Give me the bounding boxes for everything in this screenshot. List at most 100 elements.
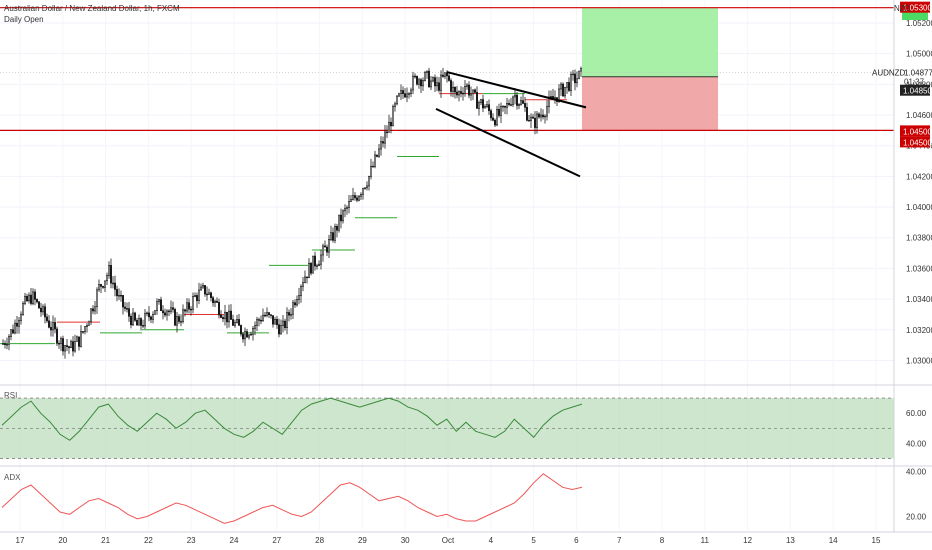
candle-body (455, 91, 458, 96)
candle-body (293, 302, 296, 306)
countdown-tag: 01:37 (904, 78, 925, 87)
candle-body (417, 79, 420, 85)
candle-body (92, 308, 95, 312)
candle-body (561, 83, 564, 97)
candle-body (437, 82, 440, 91)
candle-body (541, 114, 544, 118)
candle-body (397, 93, 400, 97)
candle-body (349, 199, 352, 202)
price-tick-label: 1.03200 (906, 326, 932, 335)
candle-body (180, 321, 183, 323)
candle-body (327, 238, 330, 253)
rsi-pane: RSI (0, 391, 894, 459)
candle-body (14, 322, 17, 334)
candle-body (523, 103, 526, 108)
candle-body (531, 116, 534, 119)
candle-body (202, 285, 205, 288)
candle-body (76, 336, 79, 342)
candle-body (539, 114, 542, 118)
candle-body (96, 289, 99, 308)
candle-body (525, 107, 528, 121)
candle-body (8, 336, 11, 345)
candle-body (25, 295, 28, 302)
candle-body (216, 300, 219, 303)
profit-zone (582, 7, 718, 77)
candle-body (130, 315, 133, 326)
candle-body (353, 195, 356, 199)
candle-body (395, 95, 398, 105)
indicator-label: Daily Open (4, 15, 44, 24)
candle-body (407, 93, 410, 95)
candle-body (80, 331, 83, 347)
candle-body (208, 292, 211, 295)
candle-body (232, 319, 235, 326)
lower-level-tag: 1.04500 (903, 127, 932, 136)
candle-body (365, 185, 368, 189)
candle-body (78, 336, 81, 347)
candle-body (190, 308, 193, 311)
candle-body (68, 346, 71, 349)
candle-body (228, 310, 231, 323)
channel-upper-line (446, 71, 587, 109)
rsi-line (1, 397, 583, 441)
candle-body (188, 302, 191, 310)
candle-body (27, 294, 30, 302)
candle-body (471, 89, 474, 95)
price-tick-label: 1.04000 (906, 203, 932, 212)
time-tick-label: 15 (872, 536, 881, 545)
lower-level-tag-2: 1.04500 (903, 138, 932, 147)
candle-body (487, 104, 490, 111)
candle-body (142, 325, 145, 327)
candle-body (311, 255, 314, 274)
candle-body (363, 187, 366, 189)
candle-body (242, 333, 245, 340)
candle-body (381, 141, 384, 144)
candle-body (341, 210, 344, 222)
candle-body (559, 83, 562, 90)
price-tick-label: 1.04600 (906, 111, 932, 120)
candle-body (138, 318, 141, 326)
candle-body (423, 72, 426, 81)
candle-body (66, 345, 69, 347)
candle-body (435, 82, 438, 87)
adx-tick-label: 20.00 (906, 513, 927, 522)
candle-body (355, 197, 358, 201)
candle-body (457, 91, 460, 96)
candle-body (102, 286, 105, 288)
candle-body (148, 312, 151, 318)
candle-body (104, 280, 107, 288)
time-tick-label: 24 (230, 536, 239, 545)
candle-body (319, 254, 322, 265)
candle-body (497, 109, 500, 116)
candle-body (473, 89, 476, 93)
last-price-tag: 1.04877 (904, 69, 932, 78)
candle-body (1, 343, 4, 345)
candle-body (307, 263, 310, 279)
candle-body (475, 92, 478, 109)
candle-body (265, 312, 268, 317)
time-tick-label: 28 (315, 536, 324, 545)
entry-tag-bg (900, 84, 930, 96)
candle-body (389, 121, 392, 127)
price-tick-label: 1.04200 (906, 172, 932, 181)
candle-body (563, 86, 566, 97)
candle-body (110, 265, 113, 284)
candle-body (182, 309, 185, 322)
time-tick-label: 4 (489, 536, 494, 545)
candle-body (41, 306, 44, 313)
candle-body (313, 255, 316, 267)
candle-body (371, 165, 374, 168)
candle-body (174, 309, 177, 326)
candle-body (493, 119, 496, 126)
candle-body (281, 320, 284, 326)
candle-body (427, 70, 430, 88)
candle-body (519, 100, 522, 105)
candle-body (333, 226, 336, 241)
candle-body (200, 286, 203, 291)
channel-lines (435, 71, 587, 178)
candle-body (162, 310, 165, 314)
candle-body (259, 319, 262, 322)
candle-body (170, 307, 173, 312)
candle-body (146, 312, 149, 315)
loss-zone (582, 76, 718, 131)
